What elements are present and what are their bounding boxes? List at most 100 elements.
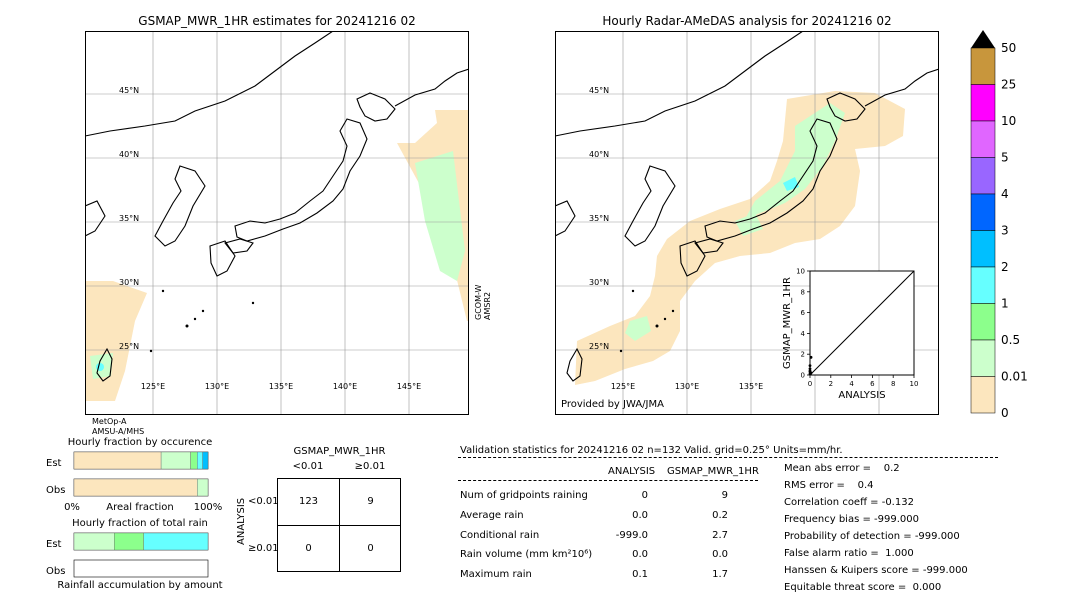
colorbar-swatch-9 <box>970 376 996 414</box>
total-rain-chart: Est Obs <box>46 532 209 578</box>
ctable-row-axis-label: ANALYSIS <box>236 497 247 545</box>
colorbar-label-9: 0.01 <box>1001 370 1028 384</box>
scatter-xtick-4: 8 <box>891 380 895 388</box>
colorbar-swatch-1 <box>970 84 996 122</box>
bar-segment-est-0 <box>73 532 115 551</box>
occurrence-title: Hourly fraction by occurence <box>67 437 213 448</box>
colorbar-label-3: 5 <box>1001 151 1009 165</box>
tot-cat-est: Est <box>46 539 62 550</box>
bar-frame-obs <box>73 559 209 578</box>
scatter-reference-line <box>809 270 915 376</box>
right-lat-35: 35°N <box>589 214 609 223</box>
left-lon-135: 135°E <box>269 382 293 391</box>
left-lon-labels: 125°E 130°E 135°E 140°E 145°E <box>141 382 421 391</box>
col-analysis: ANALYSIS <box>608 466 656 477</box>
left-rain-area-east <box>415 151 465 281</box>
row-analysis-1: 0.0 <box>632 510 648 521</box>
row-gsmap-4: 1.7 <box>712 569 728 580</box>
left-lat-45: 45°N <box>119 86 139 95</box>
right-coastline <box>555 31 939 382</box>
left-swath-metop <box>85 281 147 401</box>
scatter-inset: 0 2 4 6 8 10 0 2 4 6 8 10 ANALYSIS GSMAP_MWR_1HR <box>782 268 919 402</box>
right-lon-labels: 125°E 130°E 135°E <box>611 382 763 391</box>
colorbar-swatch-5 <box>970 230 996 268</box>
row-gsmap-2: 2.7 <box>712 530 728 541</box>
scatter-xtick-0: 0 <box>808 380 812 388</box>
score-2: Correlation coeff = -0.132 <box>784 497 914 508</box>
right-lon-135: 135°E <box>739 382 763 391</box>
validation-header: Validation statistics for 20241216 02 n=… <box>460 445 843 456</box>
scatter-xlabel: ANALYSIS <box>838 390 885 401</box>
ctable-title: GSMAP_MWR_1HR <box>293 446 386 457</box>
colorbar: 50 25 10 5 4 3 2 1 0.5 0.01 0 <box>970 30 1028 420</box>
total-rain-footer: Rainfall accumulation by amount <box>57 580 223 591</box>
scatter-ylabel: GSMAP_MWR_1HR <box>782 277 793 369</box>
score-3: Frequency bias = -999.000 <box>784 514 919 525</box>
scatter-point-6 <box>808 369 812 373</box>
score-6: Hanssen & Kuipers score = -999.000 <box>784 565 968 576</box>
left-lon-145: 145°E <box>397 382 421 391</box>
bar-segment-est-2 <box>190 451 198 470</box>
scatter-ytick-4: 8 <box>801 288 805 296</box>
scatter-point-2 <box>808 367 812 371</box>
left-rain-cell <box>96 363 104 371</box>
ctable-hline <box>278 525 400 526</box>
row-gsmap-0: 9 <box>721 490 728 501</box>
colorbar-swatch-3 <box>970 157 996 195</box>
colorbar-label-10: 0 <box>1001 406 1009 420</box>
ctable-cell-11: 0 <box>367 543 374 554</box>
colorbar-swatch-2 <box>970 120 996 158</box>
right-rain-area-mid <box>735 213 763 236</box>
right-grid <box>555 31 939 415</box>
bar-segment-obs-1 <box>197 478 209 497</box>
left-swath-label-bottom: MetOp-A AMSU-A/MHS <box>92 417 145 436</box>
row-label-1: Average rain <box>460 510 524 521</box>
scatter-xtick-3: 6 <box>870 380 875 388</box>
right-lon-125: 125°E <box>611 382 635 391</box>
left-map-title: GSMAP_MWR_1HR estimates for 20241216 02 <box>138 14 416 28</box>
row-label-0: Num of gridpoints raining <box>460 490 588 501</box>
left-lon-140: 140°E <box>333 382 357 391</box>
ctable-cell-00: 123 <box>298 496 319 507</box>
right-lat-30: 30°N <box>589 278 609 287</box>
colorbar-label-2: 10 <box>1001 114 1016 128</box>
scatter-xtick-5: 10 <box>910 380 919 388</box>
row-gsmap-3: 0.0 <box>712 549 728 560</box>
right-lat-25: 25°N <box>589 342 609 351</box>
ctable-cell-10: 0 <box>305 543 312 554</box>
scatter-xtick-2: 4 <box>849 380 854 388</box>
scatter-point-7 <box>809 372 812 375</box>
colorbar-label-0: 50 <box>1001 41 1016 55</box>
colorbar-label-8: 0.5 <box>1001 333 1020 347</box>
occ-tick-100: 100% <box>194 502 223 513</box>
validation-divider <box>458 457 998 458</box>
ctable-grid: 123 9 0 0 <box>277 478 401 572</box>
occ-tick-0: 0% <box>64 502 80 513</box>
left-lon-125: 125°E <box>141 382 165 391</box>
colorbar-swatch-4 <box>970 193 996 231</box>
left-islands <box>149 289 255 353</box>
scatter-ytick-0: 0 <box>801 372 805 380</box>
table-divider <box>458 480 758 481</box>
colorbar-label-5: 3 <box>1001 224 1009 238</box>
right-map-credit: Provided by JWA/JMA <box>561 399 664 410</box>
bar-segment-obs-0 <box>73 478 198 497</box>
row-analysis-2: -999.0 <box>615 530 648 541</box>
score-1: RMS error = 0.4 <box>784 480 874 491</box>
right-lon-130: 130°E <box>675 382 699 391</box>
bar-segment-est-3 <box>197 451 203 470</box>
right-lat-40: 40°N <box>589 150 609 159</box>
ctable-col-0: <0.01 <box>292 461 324 472</box>
scatter-point-3 <box>808 364 812 368</box>
left-swath-label-right: GCOM-W AMSR2 <box>474 284 492 320</box>
row-label-4: Maximum rain <box>460 569 532 580</box>
score-4: Probability of detection = -999.000 <box>784 531 960 542</box>
scatter-ytick-5: 10 <box>796 268 805 276</box>
right-rain-area-sw <box>625 316 651 341</box>
colorbar-label-1: 25 <box>1001 78 1016 92</box>
left-lat-35: 35°N <box>119 214 139 223</box>
left-lat-labels: 45°N 40°N 35°N 30°N 25°N <box>119 86 139 351</box>
row-analysis-3: 0.0 <box>632 549 648 560</box>
left-coastline <box>85 31 469 382</box>
left-lon-130: 130°E <box>205 382 229 391</box>
